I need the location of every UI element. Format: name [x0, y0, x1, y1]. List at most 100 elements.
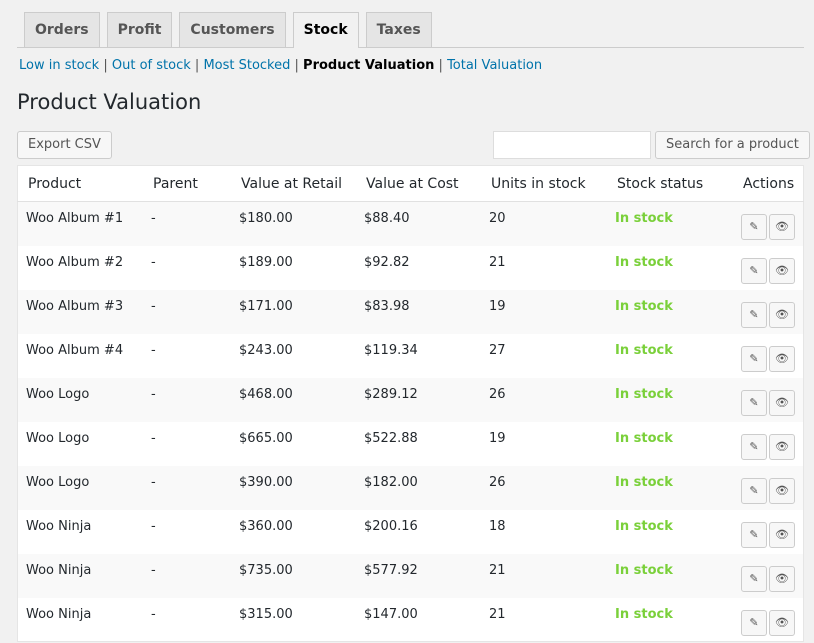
parent: - — [151, 518, 156, 534]
view-eye-icon[interactable]: 👁 — [769, 477, 795, 504]
value-at-retail: $315.00 — [239, 606, 293, 622]
view-eye-icon[interactable]: 👁 — [769, 521, 795, 548]
units-in-stock: 27 — [489, 342, 506, 358]
units-in-stock: 26 — [481, 377, 607, 422]
product-valuation-current: Product Valuation — [303, 58, 435, 73]
parent: - — [143, 553, 231, 598]
edit-pencil-icon[interactable]: ✎ — [741, 565, 767, 592]
table-row: Woo Album #4 - $243.00 $119.34 27 In stock ✎ 👁 — [18, 334, 804, 378]
value-at-retail: $390.00 — [231, 465, 356, 510]
units-in-stock: 19 — [489, 430, 506, 446]
value-at-cost: $92.82 — [364, 254, 410, 270]
report-tabs: Orders Profit Customers Stock Taxes — [17, 12, 804, 48]
actions: ✎ 👁 — [733, 377, 804, 422]
view-eye-icon[interactable]: 👁 — [769, 389, 795, 416]
view-eye-icon[interactable]: 👁 — [769, 565, 795, 592]
value-at-retail: $665.00 — [239, 430, 293, 446]
search-button[interactable]: Search for a product — [655, 131, 810, 159]
value-at-cost: $522.88 — [364, 430, 418, 446]
view-eye-icon[interactable]: 👁 — [769, 257, 795, 284]
actions: ✎ 👁 — [733, 289, 804, 334]
units-in-stock: 26 — [481, 465, 607, 510]
table-row: Woo Logo - $390.00 $182.00 26 In stock ✎ 👁 — [17, 465, 804, 510]
column-header: Actions — [733, 165, 804, 202]
edit-pencil-icon[interactable]: ✎ — [741, 214, 767, 240]
most-stocked-link[interactable]: Most Stocked — [203, 58, 291, 73]
edit-pencil-icon[interactable]: ✎ — [741, 433, 767, 460]
product-name: Woo Album #2 — [26, 254, 124, 270]
table-row: Woo Logo - $665.00 $522.88 19 In stock ✎ 👁 — [18, 422, 804, 466]
export-csv-button[interactable]: Export CSV — [17, 131, 112, 159]
units-in-stock: 19 — [481, 289, 607, 334]
edit-pencil-icon[interactable]: ✎ — [741, 345, 767, 372]
column-header: Stock status — [607, 165, 733, 202]
stock-status: In stock — [607, 201, 733, 246]
table-row: Woo Ninja - $360.00 $200.16 18 In stock ✎ 👁 — [18, 510, 804, 554]
value-at-retail: $189.00 — [239, 254, 293, 270]
stock-status: In stock — [607, 553, 733, 598]
column-header: Parent — [143, 165, 231, 202]
edit-pencil-icon[interactable]: ✎ — [741, 477, 767, 504]
tab-taxes[interactable]: Taxes — [365, 12, 432, 47]
valuation-table: Product Parent Value at Retail Value at Cos… — [17, 165, 804, 642]
view-eye-icon[interactable]: 👁 — [769, 301, 795, 328]
product-name: Woo Album #4 — [26, 342, 124, 358]
stock-subnav: Low in stock | Out of stock | Most Stock… — [19, 58, 542, 73]
edit-pencil-icon[interactable]: ✎ — [741, 389, 767, 416]
table-row: Woo Logo - $468.00 $289.12 26 In stock ✎ 👁 — [17, 377, 804, 422]
view-eye-icon[interactable]: 👁 — [769, 345, 795, 372]
view-eye-icon[interactable]: 👁 — [769, 433, 795, 460]
stock-status: In stock — [607, 289, 733, 334]
actions: ✎ 👁 — [733, 201, 804, 246]
stock-status: In stock — [615, 254, 673, 270]
column-header: Value at Cost — [356, 165, 481, 202]
product-name: Woo Album #3 — [17, 289, 143, 334]
value-at-cost: $88.40 — [356, 201, 481, 246]
units-in-stock: 20 — [481, 201, 607, 246]
value-at-cost: $200.16 — [364, 518, 418, 534]
view-eye-icon[interactable]: 👁 — [769, 609, 795, 636]
actions: ✎ 👁 — [733, 334, 804, 378]
table-row: Woo Album #1- $180.00 $88.40 20 In stock ✎ 👁 — [17, 201, 804, 246]
page-title: Product Valuation — [17, 90, 202, 114]
parent: - — [143, 289, 231, 334]
parent: - — [151, 606, 156, 622]
tab-orders[interactable]: Orders — [24, 12, 100, 47]
value-at-retail: $360.00 — [239, 518, 293, 534]
actions: ✎ 👁 — [733, 553, 804, 598]
actions: ✎ 👁 — [733, 465, 804, 510]
table-row: Woo Album #3- $171.00 $83.98 19 In stock ✎ 👁 — [17, 289, 804, 334]
stock-status: In stock — [615, 518, 673, 534]
view-eye-icon[interactable]: 👁 — [769, 214, 795, 240]
actions: ✎ 👁 — [733, 598, 804, 642]
stock-status: In stock — [607, 465, 733, 510]
edit-pencil-icon[interactable]: ✎ — [741, 609, 767, 636]
tab-customers[interactable]: Customers — [179, 12, 286, 47]
edit-pencil-icon[interactable]: ✎ — [741, 521, 767, 548]
edit-pencil-icon[interactable]: ✎ — [741, 257, 767, 284]
value-at-retail: $180.00 — [231, 201, 356, 246]
stock-status: In stock — [615, 606, 673, 622]
search-input[interactable] — [493, 131, 651, 159]
units-in-stock: 21 — [489, 606, 506, 622]
value-at-retail: $171.00 — [231, 289, 356, 334]
tab-profit[interactable]: Profit — [106, 12, 173, 47]
low-in-stock-link[interactable]: Low in stock — [19, 58, 100, 73]
out-of-stock-link[interactable]: Out of stock — [111, 58, 191, 73]
product-name: Woo Logo — [17, 377, 143, 422]
value-at-cost: $119.34 — [364, 342, 418, 358]
total-valuation-link[interactable]: Total Valuation — [447, 58, 543, 73]
product-name: Woo Ninja — [26, 606, 92, 622]
stock-status: In stock — [615, 430, 673, 446]
value-at-cost: $289.12 — [356, 377, 481, 422]
units-in-stock: 18 — [489, 518, 506, 534]
separator: | — [294, 58, 299, 73]
actions: ✎ 👁 — [733, 246, 804, 290]
value-at-retail: $735.00 — [231, 553, 356, 598]
parent: - — [151, 254, 156, 270]
product-name: Woo Logo — [26, 430, 90, 446]
column-header: Product — [17, 165, 143, 202]
separator: | — [103, 58, 108, 73]
edit-pencil-icon[interactable]: ✎ — [741, 301, 767, 328]
tab-stock[interactable]: Stock — [292, 12, 359, 48]
